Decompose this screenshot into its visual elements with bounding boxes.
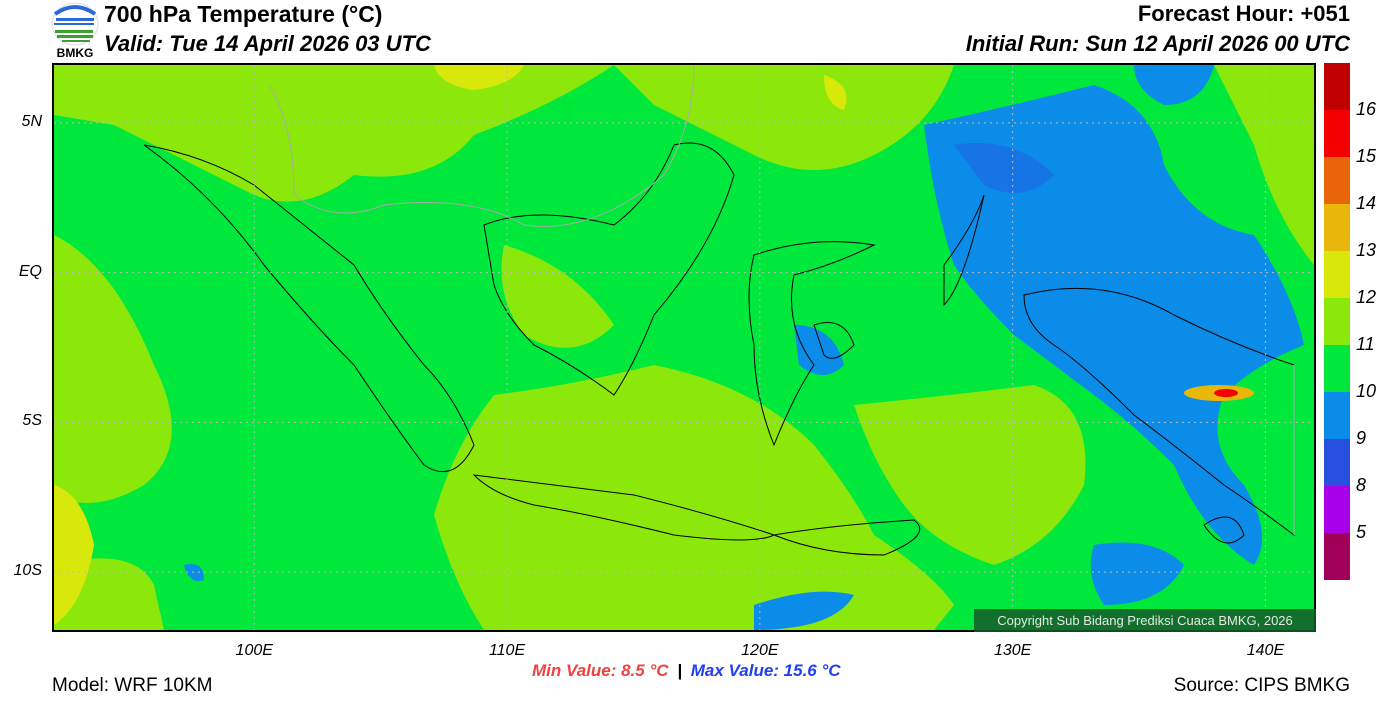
colorbar-segment xyxy=(1324,345,1350,392)
hot-regions xyxy=(54,65,847,625)
colorbar-segment xyxy=(1324,204,1350,251)
min-max-stats: Min Value: 8.5 °C | Max Value: 15.6 °C xyxy=(532,661,841,681)
colorbar-label: 5 xyxy=(1356,522,1367,542)
lat-tick-label: EQ xyxy=(18,262,42,280)
colorbar-segment xyxy=(1324,63,1350,110)
coastlines xyxy=(143,142,1295,556)
warm-regions xyxy=(54,65,1314,630)
min-value: Min Value: 8.5 °C xyxy=(532,661,669,680)
stats-separator: | xyxy=(677,661,683,680)
lon-tick-label: 120E xyxy=(741,642,779,659)
initial-run: Initial Run: Sun 12 April 2026 00 UTC xyxy=(965,31,1350,56)
lon-tick-label: 140E xyxy=(1246,642,1285,659)
chart-title: 700 hPa Temperature (°C) xyxy=(104,1,383,27)
colorbar-label: 14 xyxy=(1356,193,1377,213)
forecast-hour: Forecast Hour: +051 xyxy=(1137,1,1350,26)
colorbar-segment xyxy=(1324,298,1350,345)
colorbar-label: 16 xyxy=(1356,99,1377,119)
colorbar-segment xyxy=(1324,392,1350,439)
colorbar-segment xyxy=(1324,251,1350,298)
lat-tick-label: 5S xyxy=(22,412,42,430)
lon-tick-label: 110E xyxy=(488,642,526,659)
lat-tick-label: 10S xyxy=(13,562,42,580)
max-value: Max Value: 15.6 °C xyxy=(690,661,841,680)
colorbar xyxy=(1324,63,1350,580)
model-label: Model: WRF 10KM xyxy=(52,675,213,696)
colorbar-segment xyxy=(1324,533,1350,580)
colorbar-label: 13 xyxy=(1356,240,1377,260)
colorbar-segment xyxy=(1324,486,1350,533)
lon-tick-label: 130E xyxy=(993,642,1032,659)
copyright: Copyright Sub Bidang Prediksi Cuaca BMKG… xyxy=(974,609,1316,632)
colder-region xyxy=(954,143,1054,193)
cool-regions xyxy=(184,65,1304,630)
colorbar-label: 11 xyxy=(1356,334,1375,354)
colorbar-segment xyxy=(1324,439,1350,486)
lat-tick-label: 5N xyxy=(21,112,42,130)
colorbar-label: 12 xyxy=(1356,287,1377,307)
colorbar-label: 10 xyxy=(1356,381,1377,401)
borders xyxy=(268,65,1295,535)
max-spot xyxy=(1214,389,1238,397)
lon-tick-label: 100E xyxy=(235,642,273,659)
source-label: Source: CIPS BMKG xyxy=(1173,675,1350,696)
bmkg-logo: BMKG xyxy=(50,2,100,60)
colorbar-label: 15 xyxy=(1356,146,1377,166)
temperature-map xyxy=(52,63,1316,632)
colorbar-segment xyxy=(1324,157,1350,204)
valid-time: Valid: Tue 14 April 2026 03 UTC xyxy=(104,31,431,56)
colorbar-segment xyxy=(1324,110,1350,157)
svg-text:BMKG: BMKG xyxy=(57,46,94,60)
colorbar-label: 9 xyxy=(1356,428,1367,448)
colorbar-label: 8 xyxy=(1356,475,1367,495)
gridlines xyxy=(54,65,1314,630)
